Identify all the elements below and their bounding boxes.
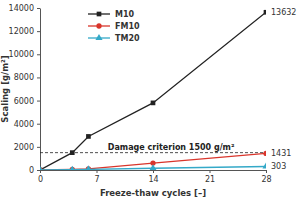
legend-item: M10 (88, 10, 135, 19)
y-tick: 4000 (14, 120, 40, 129)
series-area (40, 10, 266, 170)
x-tick: 14 (148, 170, 158, 184)
x-tick-mark (97, 170, 98, 173)
y-tick-label: 2000 (14, 143, 34, 152)
y-tick: 6000 (14, 97, 40, 106)
y-tick-mark (37, 31, 40, 32)
series-marker (151, 101, 156, 106)
y-axis-line (40, 9, 41, 171)
legend-label: TM20 (115, 34, 140, 43)
x-tick-mark (153, 170, 154, 173)
series-marker (40, 166, 44, 170)
y-tick: 2000 (14, 143, 40, 152)
y-tick-mark (37, 147, 40, 148)
x-tick: 7 (94, 170, 99, 184)
series-marker (70, 150, 75, 155)
series-marker (86, 134, 91, 139)
y-tick-label: 0 (29, 166, 34, 175)
x-tick-label: 7 (94, 175, 99, 184)
data-label: 303 (271, 162, 286, 171)
x-tick-label: 21 (205, 175, 215, 184)
y-tick: 10000 (9, 50, 40, 59)
y-tick-mark (37, 8, 40, 9)
chart: 0 7 14 21 28 0 2000 4000 6000 8000 10000 12000 14000… (0, 0, 300, 200)
x-tick: 28 (261, 170, 271, 184)
series-marker (262, 162, 266, 168)
y-tick: 12000 (9, 27, 40, 36)
series-marker (149, 164, 156, 170)
legend-label: FM10 (115, 22, 140, 31)
legend-item: FM10 (88, 22, 140, 31)
y-tick-mark (37, 77, 40, 78)
y-tick: 8000 (14, 73, 40, 82)
series-line (40, 12, 266, 170)
x-tick-label: 14 (148, 175, 158, 184)
x-axis: 0 7 14 21 28 (38, 170, 272, 184)
y-tick-label: 14000 (9, 4, 34, 13)
series-marker (86, 166, 91, 170)
x-tick-label: 28 (261, 175, 271, 184)
x-tick-mark (210, 170, 211, 173)
legend-marker (97, 12, 102, 17)
legend: M10 FM10 TM20 (88, 10, 140, 43)
y-tick-mark (37, 101, 40, 102)
series-marker (263, 151, 266, 156)
y-axis-title: Scaling [g/m²] (0, 55, 10, 122)
plot: 0 7 14 21 28 0 2000 4000 6000 8000 10000 12000 14000… (9, 4, 297, 184)
y-tick: 0 (29, 166, 40, 175)
series-marker (85, 165, 92, 170)
y-tick-mark (37, 54, 40, 55)
x-tick: 0 (38, 170, 43, 184)
y-tick-label: 4000 (14, 120, 34, 129)
y-tick-label: 8000 (14, 73, 34, 82)
y-tick-label: 10000 (9, 50, 34, 59)
y-tick-label: 6000 (14, 97, 34, 106)
x-tick-mark (266, 170, 267, 173)
legend-marker (96, 23, 101, 28)
y-tick-label: 12000 (9, 27, 34, 36)
series-marker (69, 166, 76, 170)
data-label: 1431 (271, 149, 291, 158)
data-label: 13632 (271, 8, 296, 17)
reference-label: Damage criterion 1500 g/m² (108, 143, 235, 152)
y-tick: 14000 (9, 4, 40, 13)
x-tick-label: 0 (38, 175, 43, 184)
y-tick-mark (37, 124, 40, 125)
legend-item: TM20 (88, 34, 140, 43)
x-tick: 21 (205, 170, 215, 184)
series-marker (264, 10, 266, 15)
legend-marker (95, 34, 102, 40)
y-axis: 0 2000 4000 6000 8000 10000 12000 14000 (9, 4, 41, 175)
x-axis-title: Freeze-thaw cycles [–] (100, 188, 206, 198)
y-tick-mark (37, 170, 40, 171)
legend-label: M10 (115, 10, 135, 19)
